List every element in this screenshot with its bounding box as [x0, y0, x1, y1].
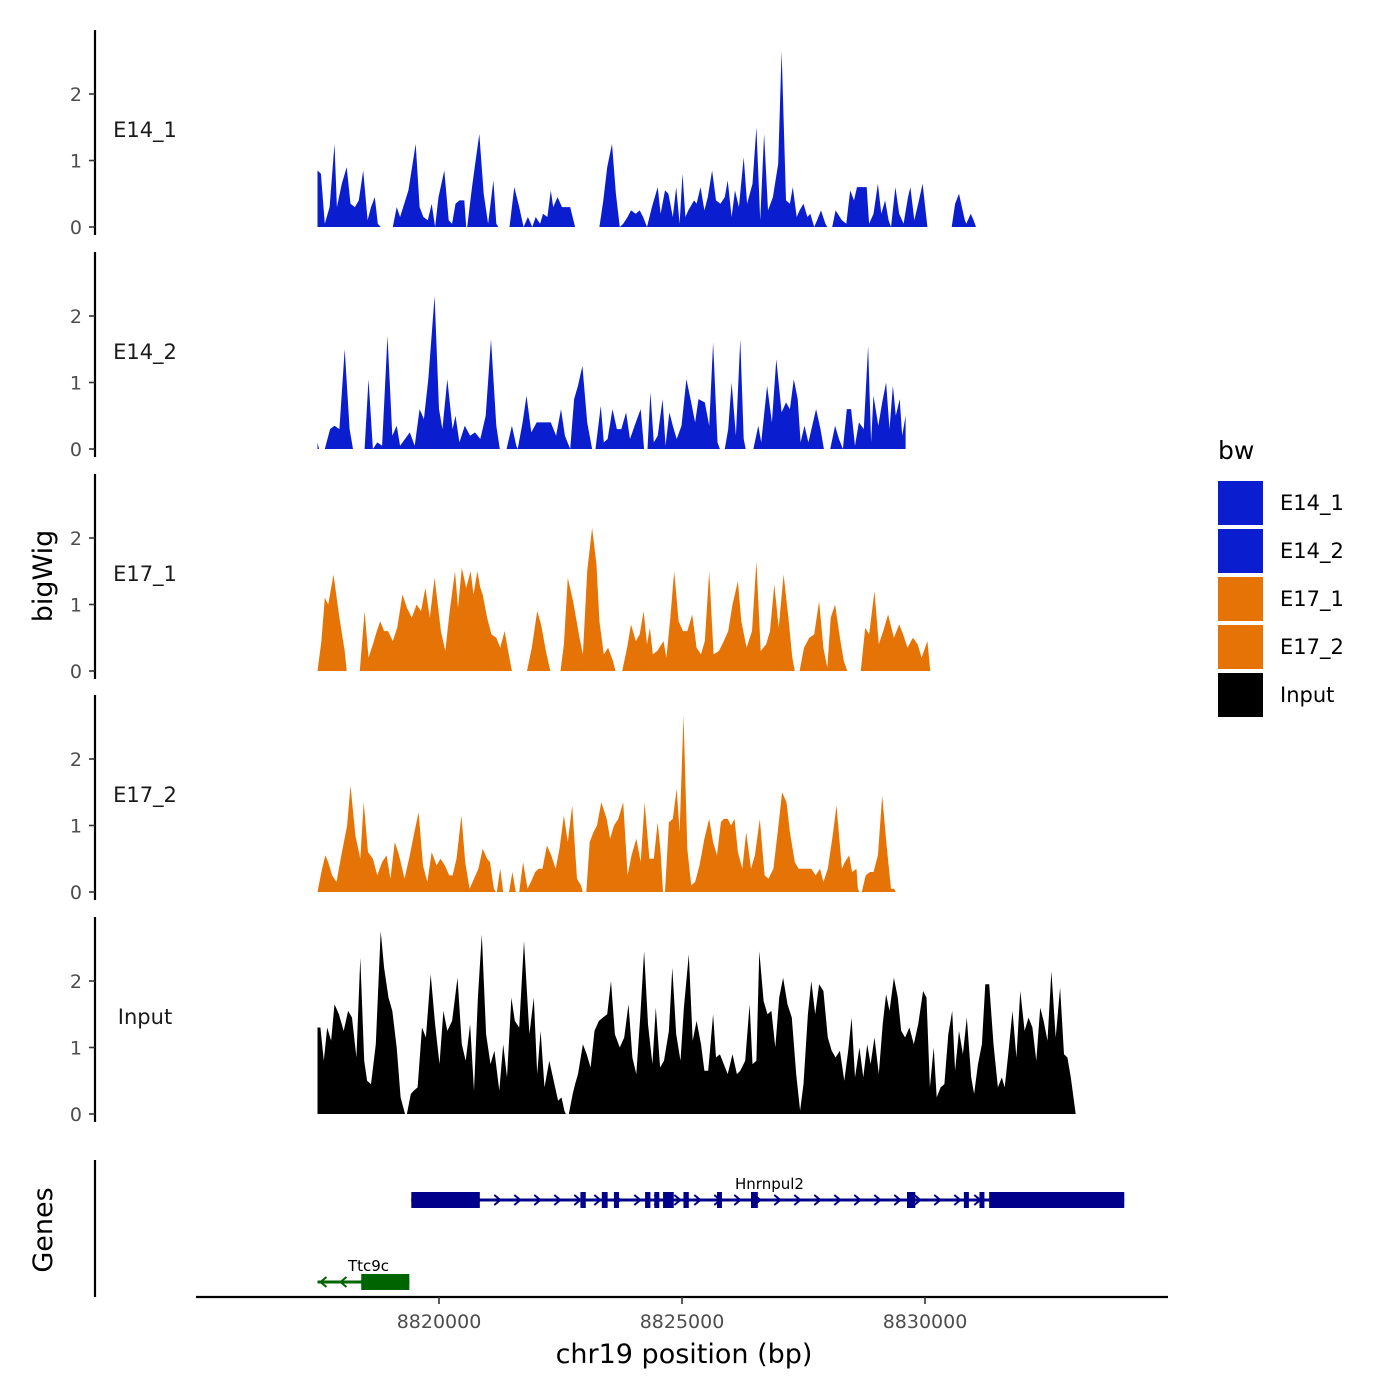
strand-chevron: [513, 1194, 522, 1206]
gene-Hnrnpul2: Hnrnpul2: [411, 1175, 1125, 1208]
x-axis-title: chr19 position (bp): [556, 1339, 813, 1370]
genes-layer: Hnrnpul2 Ttc9c: [93, 1160, 1125, 1297]
strand-chevron: [593, 1194, 602, 1206]
exon: [716, 1192, 722, 1208]
strand-chevron: [913, 1194, 922, 1206]
legend-swatch: [1218, 673, 1263, 717]
track-E14_1: 0 1 2 E14_1: [70, 30, 976, 239]
y-tick-label: 2: [70, 749, 82, 771]
legend: bw E14_1 E14_2 E17_1 E17_2 Input: [1218, 436, 1344, 717]
strand-chevron: [533, 1194, 542, 1206]
exon: [751, 1192, 758, 1208]
exon: [645, 1192, 651, 1208]
track-label: E17_1: [113, 562, 177, 587]
strand-chevron: [893, 1194, 902, 1206]
legend-entry-E17_2: E17_2: [1218, 625, 1344, 669]
legend-label: E14_1: [1280, 491, 1344, 516]
track-label: E17_2: [113, 783, 177, 808]
signal-area-E14_2: [317, 296, 906, 449]
y-tick-label: 0: [70, 439, 82, 461]
signal-area-E14_1: [317, 50, 976, 227]
legend-swatch: [1218, 529, 1263, 573]
strand-chevron: [493, 1194, 502, 1206]
exon: [663, 1192, 674, 1208]
y-tick-label: 2: [70, 971, 82, 993]
legend-label: E17_2: [1280, 635, 1344, 660]
y-tick-label: 1: [70, 1038, 82, 1060]
strand-chevron: [813, 1194, 822, 1206]
y-tick-label: 2: [70, 528, 82, 550]
legend-swatch: [1218, 577, 1263, 621]
legend-entry-E14_1: E14_1: [1218, 481, 1344, 525]
legend-label: Input: [1280, 683, 1334, 707]
y-tick-label: 2: [70, 84, 82, 106]
legend-entries: E14_1 E14_2 E17_1 E17_2 Input: [1218, 481, 1344, 717]
exon: [580, 1192, 586, 1208]
strand-chevron: [553, 1194, 562, 1206]
y-tick-label: 1: [70, 595, 82, 617]
legend-label: E14_2: [1280, 539, 1344, 564]
track-E17_2: 0 1 2 E17_2: [70, 695, 896, 904]
x-tick-label: 8820000: [397, 1311, 482, 1333]
track-label: Input: [118, 1005, 172, 1029]
exon: [601, 1192, 608, 1208]
exon: [361, 1274, 410, 1290]
track-label: E14_1: [113, 118, 177, 143]
legend-title: bw: [1218, 436, 1254, 465]
strand-chevron: [633, 1194, 642, 1206]
legend-entry-E14_2: E14_2: [1218, 529, 1344, 573]
y-tick-label: 0: [70, 1104, 82, 1126]
y-tick-label: 1: [70, 151, 82, 173]
track-E17_1: 0 1 2 E17_1: [70, 474, 931, 683]
y-axis-title-genes: Genes: [28, 1187, 59, 1272]
strand-chevron: [733, 1194, 742, 1206]
exon: [613, 1192, 619, 1208]
gene-label: Ttc9c: [347, 1257, 389, 1275]
y-tick-label: 1: [70, 816, 82, 838]
strand-chevron: [693, 1194, 702, 1206]
legend-entry-Input: Input: [1218, 673, 1334, 717]
strand-chevron: [833, 1194, 842, 1206]
tracks-layer: 0 1 2 E14_1 0 1 2 E14_2 0 1 2 E17_1 0 1 2 E17_2 0 1 2 Input: [70, 30, 1076, 1126]
strand-chevron: [873, 1194, 882, 1206]
signal-area-Input: [317, 931, 1076, 1114]
y-tick-label: 1: [70, 373, 82, 395]
strand-chevron: [573, 1194, 582, 1206]
y-tick-label: 0: [70, 882, 82, 904]
exon: [654, 1192, 660, 1208]
legend-swatch: [1218, 625, 1263, 669]
exon: [907, 1192, 916, 1208]
strand-chevron: [793, 1194, 802, 1206]
y-tick-label: 0: [70, 661, 82, 683]
track-Input: 0 1 2 Input: [70, 917, 1076, 1126]
legend-swatch: [1218, 481, 1263, 525]
strand-chevron: [853, 1194, 862, 1206]
strand-chevron: [673, 1194, 682, 1206]
strand-chevron: [773, 1194, 782, 1206]
exon: [963, 1192, 969, 1208]
y-tick-label: 2: [70, 306, 82, 328]
signal-area-E17_2: [317, 715, 896, 892]
x-tick-label: 8825000: [640, 1311, 725, 1333]
exon: [411, 1192, 480, 1208]
x-tick-label: 8830000: [883, 1311, 968, 1333]
y-tick-label: 0: [70, 217, 82, 239]
legend-entry-E17_1: E17_1: [1218, 577, 1344, 621]
exon: [683, 1192, 689, 1208]
exon: [989, 1192, 1125, 1208]
strand-chevron: [953, 1194, 962, 1206]
y-axis-title-bigwig: bigWig: [28, 530, 59, 623]
track-label: E14_2: [113, 340, 177, 365]
gene-Ttc9c: Ttc9c: [317, 1257, 410, 1290]
strand-chevron: [338, 1276, 348, 1288]
strand-chevron: [318, 1276, 328, 1288]
exon: [979, 1192, 985, 1208]
signal-area-E17_1: [317, 528, 931, 671]
legend-label: E17_1: [1280, 587, 1344, 612]
x-axis: 8820000 8825000 8830000: [196, 1295, 1168, 1333]
strand-chevron: [933, 1194, 942, 1206]
track-E14_2: 0 1 2 E14_2: [70, 252, 906, 461]
gene-label: Hnrnpul2: [735, 1175, 804, 1193]
